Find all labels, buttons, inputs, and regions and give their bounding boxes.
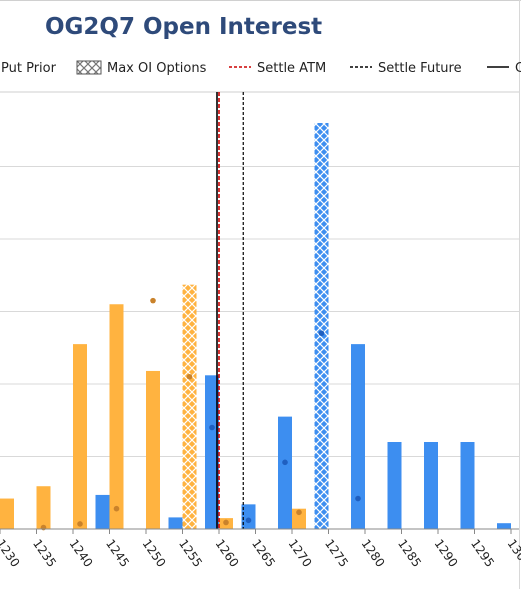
x-tick-label-1265: 1265	[249, 537, 278, 570]
call-bar-1290[interactable]	[424, 442, 438, 529]
put-prior-dot-1235[interactable]	[40, 524, 47, 531]
x-tick-label-1235: 1235	[30, 537, 59, 570]
put-prior-dot-1270[interactable]	[296, 509, 302, 516]
call-prior-dot-1265[interactable]	[245, 517, 252, 524]
x-tick-label-1285: 1285	[395, 537, 424, 570]
legend-label: Settle Future	[378, 61, 462, 76]
put-bar-1240[interactable]	[73, 344, 87, 529]
call-bar-1270[interactable]	[278, 416, 292, 529]
x-axis: 1230 1235 1240 1245 1250 1255 1260 1265 1270 1275…	[0, 528, 521, 570]
x-tick-label-1270: 1270	[286, 537, 315, 570]
call-bar-1295[interactable]	[460, 442, 475, 529]
put-bar-1270[interactable]	[292, 508, 306, 529]
x-tick-label-1240: 1240	[67, 537, 96, 570]
call-bar-1255[interactable]	[168, 517, 183, 529]
call-bar-1245[interactable]	[95, 494, 110, 529]
call-prior-dot-1260[interactable]	[209, 424, 215, 431]
x-tick-label-1250: 1250	[140, 537, 169, 570]
put-prior-dot-1260[interactable]	[223, 519, 229, 526]
x-tick-label-1280: 1280	[359, 537, 388, 570]
settle-lines	[216, 92, 244, 529]
x-tick-label-1230: 1230	[0, 537, 23, 570]
x-tick-label-1290: 1290	[432, 537, 461, 570]
legend-label: Settle ATM	[257, 61, 326, 76]
call-bar-1280[interactable]	[351, 344, 365, 529]
call-bar-1260[interactable]	[205, 375, 219, 529]
put-bar-1235[interactable]	[36, 486, 51, 529]
legend-label: C	[515, 61, 521, 76]
legend-label: Max OI Options	[107, 61, 207, 76]
legend-swatch	[76, 60, 102, 75]
call-bar-1300[interactable]	[497, 523, 511, 529]
x-tick-label-1275: 1275	[322, 537, 351, 570]
x-tick-label-1300: 1300	[505, 537, 521, 570]
put-prior-dot-1240[interactable]	[77, 521, 83, 527]
put-bar-1230[interactable]	[0, 498, 14, 529]
chart-top-border	[0, 0, 521, 1]
call-bar-1275[interactable]	[314, 123, 329, 529]
x-tick-label-1260: 1260	[213, 537, 242, 570]
call-bar-1285[interactable]	[387, 442, 402, 529]
prior-dots	[40, 297, 361, 531]
legend-item-c[interactable]: C	[487, 61, 521, 76]
call-prior-dot-1270[interactable]	[282, 459, 288, 466]
legend-item-max-oi-options[interactable]: Max OI Options	[76, 60, 207, 76]
put-prior-dot-1245[interactable]	[113, 505, 120, 512]
put-bar-1250[interactable]	[146, 370, 160, 529]
chart-legend[interactable]: Put Prior Max OI Options Settle ATM Settle …	[1, 60, 521, 76]
legend-label: Put Prior	[1, 61, 57, 76]
x-tick-label-1245: 1245	[103, 537, 132, 570]
chart-title: OG2Q7 Open Interest	[45, 14, 323, 40]
put-bar-1245[interactable]	[109, 304, 124, 529]
x-tick-label-1255: 1255	[176, 537, 205, 570]
put-prior-dot-1250[interactable]	[150, 297, 156, 304]
call-bar-1265[interactable]	[241, 504, 256, 529]
call-prior-dot-1280[interactable]	[355, 495, 361, 502]
legend-item-put-prior[interactable]: Put Prior	[1, 61, 57, 76]
call-prior-dot-1275[interactable]	[318, 330, 325, 337]
x-tick-label-1295: 1295	[468, 537, 497, 570]
chart-right-border	[519, 0, 520, 589]
legend-item-settle-atm[interactable]: Settle ATM	[229, 61, 326, 76]
legend-item-settle-future[interactable]: Settle Future	[350, 61, 462, 76]
put-bar-1255[interactable]	[182, 284, 197, 529]
bar-marks	[0, 123, 511, 529]
put-prior-dot-1255[interactable]	[186, 373, 193, 380]
